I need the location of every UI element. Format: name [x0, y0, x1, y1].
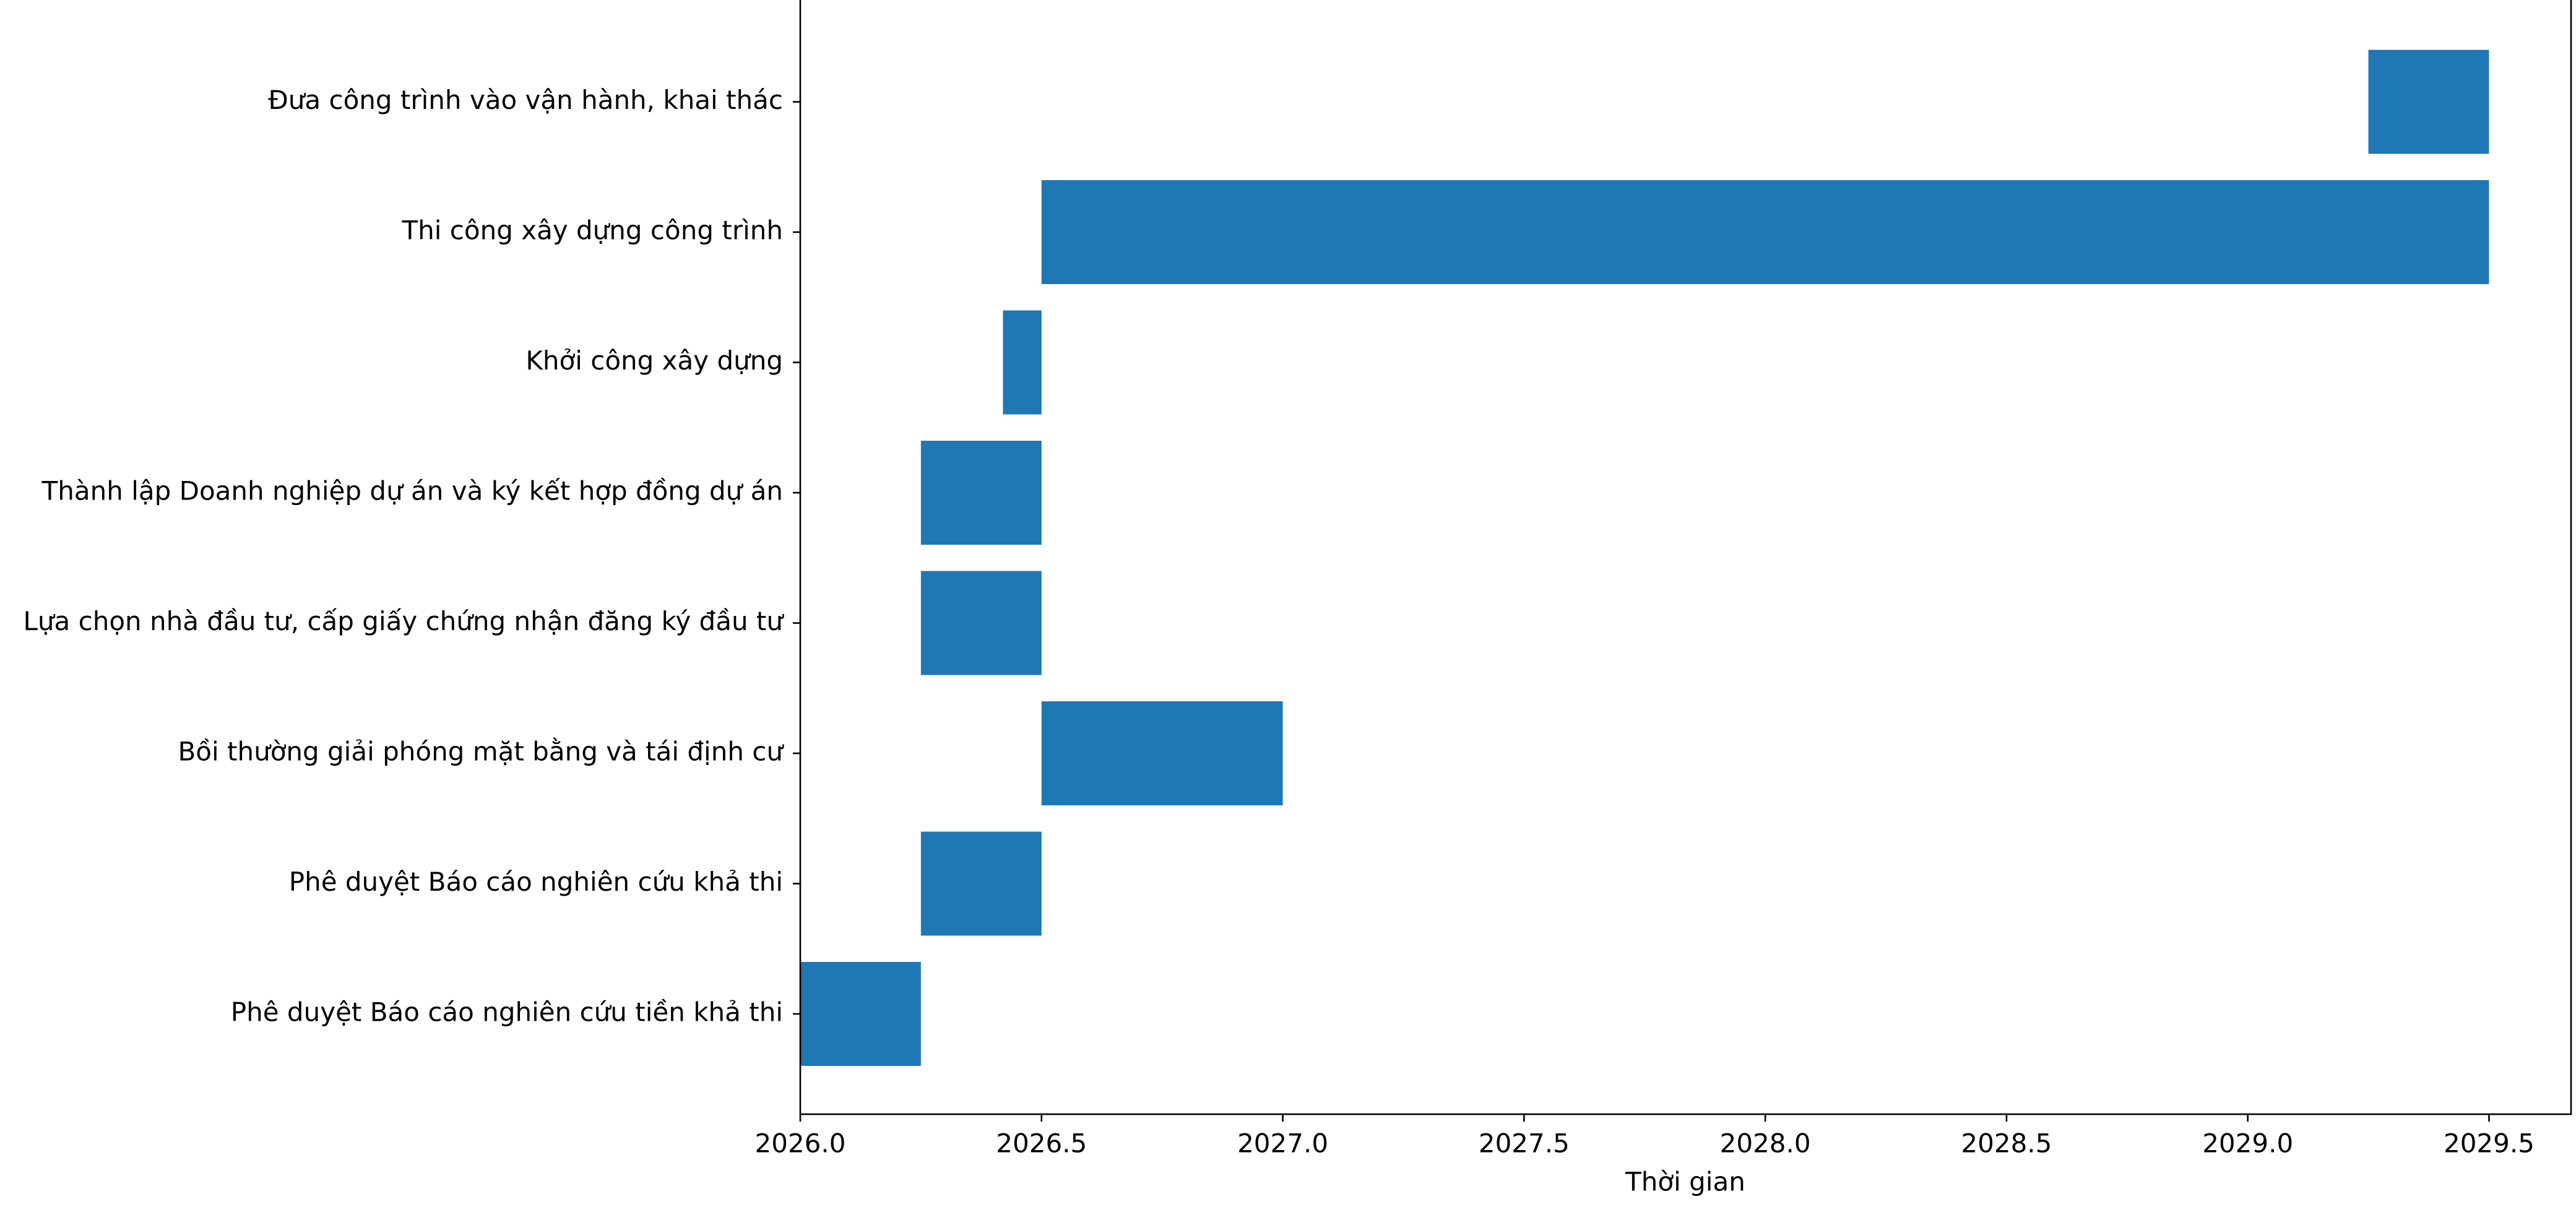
bar	[1041, 701, 1283, 805]
y-tick-label: Khởi công xây dựng	[525, 345, 783, 376]
bar	[1041, 180, 2489, 284]
x-tick-label: 2026.5	[996, 1128, 1087, 1159]
bar	[920, 571, 1042, 675]
bar	[800, 962, 921, 1066]
x-axis-label: Thời gian	[1625, 1167, 1745, 1197]
x-tick-label: 2028.5	[1961, 1128, 2052, 1159]
bar	[1003, 310, 1042, 415]
x-tick-label: 2026.0	[755, 1128, 846, 1159]
x-tick-label: 2027.0	[1237, 1128, 1328, 1159]
bar	[920, 831, 1042, 936]
y-tick-label: Thành lập Doanh nghiệp dự án và ký kết h…	[41, 476, 783, 506]
x-tick-label: 2028.0	[1720, 1128, 1811, 1159]
x-tick-label: 2029.5	[2444, 1128, 2535, 1159]
y-tick-label: Phê duyệt Báo cáo nghiên cứu tiền khả th…	[231, 997, 783, 1028]
bar	[2368, 50, 2489, 154]
y-tick-label: Lựa chọn nhà đầu tư, cấp giấy chứng nhận…	[24, 606, 785, 636]
x-tick-label: 2029.0	[2202, 1128, 2293, 1159]
axes-frame	[799, 0, 2572, 1115]
y-tick-label: Thi công xây dựng công trình	[402, 215, 783, 246]
y-tick-label: Bồi thường giải phóng mặt bằng và tái đị…	[178, 737, 784, 767]
x-tick-label: 2027.5	[1479, 1128, 1570, 1159]
y-tick-label: Đưa công trình vào vận hành, khai thác	[268, 85, 783, 115]
y-tick-label: Phê duyệt Báo cáo nghiên cứu khả thi	[289, 867, 783, 897]
bar	[920, 441, 1042, 545]
